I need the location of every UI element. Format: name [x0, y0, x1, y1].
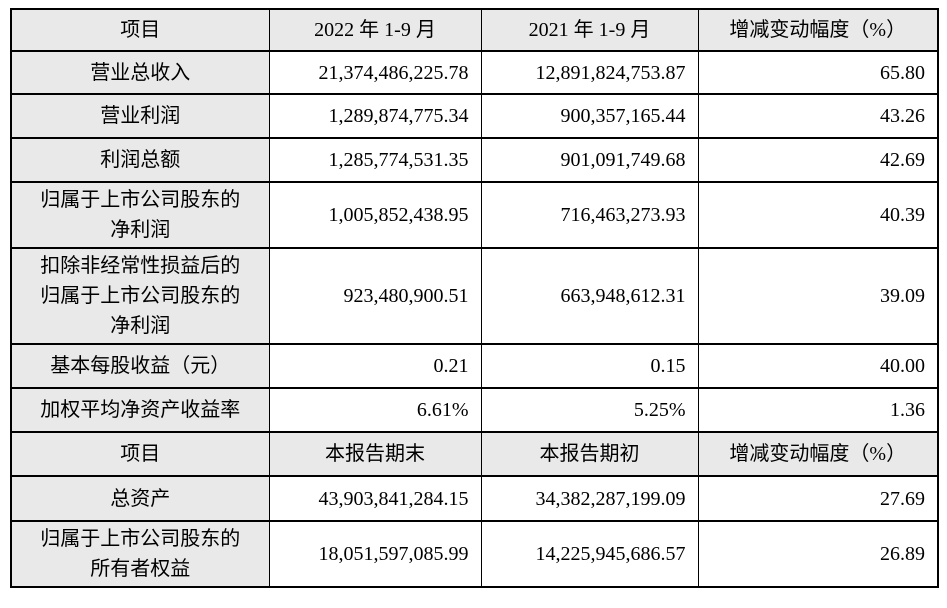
current-period-cell: 21,374,486,225.78: [268, 50, 482, 95]
row-label-cell: 归属于上市公司股东的 净利润: [10, 181, 270, 249]
current-period-cell: 43,903,841,284.15: [268, 475, 482, 522]
row-label-cell: 加权平均净资产收益率: [10, 387, 270, 433]
section1-header-row: 项目 2022 年 1-9 月 2021 年 1-9 月 增减变动幅度（%）: [10, 8, 939, 52]
table-row-net-profit-excl-nonrecurring: 扣除非经常性损益后的 归属于上市公司股东的 净利润 923,480,900.51…: [10, 247, 939, 345]
financial-summary-table: 项目 2022 年 1-9 月 2021 年 1-9 月 增减变动幅度（%） 营…: [10, 8, 939, 588]
prior-period-cell: 12,891,824,753.87: [480, 50, 699, 95]
row-label-cell: 扣除非经常性损益后的 归属于上市公司股东的 净利润: [10, 247, 270, 345]
header-period-begin: 本报告期初: [480, 431, 699, 477]
row-label-cell: 总资产: [10, 475, 270, 522]
header-prior-period: 2021 年 1-9 月: [480, 8, 699, 52]
current-period-cell: 18,051,597,085.99: [268, 520, 482, 588]
row-label-cell: 营业总收入: [10, 50, 270, 95]
current-period-cell: 1,285,774,531.35: [268, 137, 482, 183]
header-period-end: 本报告期末: [268, 431, 482, 477]
change-cell: 26.89: [697, 520, 939, 588]
current-period-cell: 1,289,874,775.34: [268, 93, 482, 139]
table-row-weighted-avg-roe: 加权平均净资产收益率 6.61% 5.25% 1.36: [10, 387, 939, 433]
table-row-basic-eps: 基本每股收益（元） 0.21 0.15 40.00: [10, 343, 939, 389]
current-period-cell: 923,480,900.51: [268, 247, 482, 345]
prior-period-cell: 716,463,273.93: [480, 181, 699, 249]
prior-period-cell: 0.15: [480, 343, 699, 389]
prior-period-cell: 900,357,165.44: [480, 93, 699, 139]
header-item-label: 项目: [10, 8, 270, 52]
change-cell: 43.26: [697, 93, 939, 139]
row-label-cell: 基本每股收益（元）: [10, 343, 270, 389]
table-row-total-profit: 利润总额 1,285,774,531.35 901,091,749.68 42.…: [10, 137, 939, 183]
table-row-net-profit-attributable: 归属于上市公司股东的 净利润 1,005,852,438.95 716,463,…: [10, 181, 939, 249]
prior-period-cell: 663,948,612.31: [480, 247, 699, 345]
prior-period-cell: 901,091,749.68: [480, 137, 699, 183]
change-cell: 40.39: [697, 181, 939, 249]
header-item-label: 项目: [10, 431, 270, 477]
prior-period-cell: 5.25%: [480, 387, 699, 433]
table-row-total-assets: 总资产 43,903,841,284.15 34,382,287,199.09 …: [10, 475, 939, 522]
table-row-total-revenue: 营业总收入 21,374,486,225.78 12,891,824,753.8…: [10, 50, 939, 95]
current-period-cell: 1,005,852,438.95: [268, 181, 482, 249]
change-cell: 65.80: [697, 50, 939, 95]
row-label-cell: 利润总额: [10, 137, 270, 183]
prior-period-cell: 14,225,945,686.57: [480, 520, 699, 588]
row-label-cell: 营业利润: [10, 93, 270, 139]
section2-header-row: 项目 本报告期末 本报告期初 增减变动幅度（%）: [10, 431, 939, 477]
header-change-percent: 增减变动幅度（%）: [697, 8, 939, 52]
current-period-cell: 6.61%: [268, 387, 482, 433]
current-period-cell: 0.21: [268, 343, 482, 389]
table-row-equity-attributable: 归属于上市公司股东的 所有者权益 18,051,597,085.99 14,22…: [10, 520, 939, 588]
header-current-period: 2022 年 1-9 月: [268, 8, 482, 52]
change-cell: 1.36: [697, 387, 939, 433]
change-cell: 39.09: [697, 247, 939, 345]
row-label-cell: 归属于上市公司股东的 所有者权益: [10, 520, 270, 588]
table-row-operating-profit: 营业利润 1,289,874,775.34 900,357,165.44 43.…: [10, 93, 939, 139]
prior-period-cell: 34,382,287,199.09: [480, 475, 699, 522]
change-cell: 42.69: [697, 137, 939, 183]
change-cell: 40.00: [697, 343, 939, 389]
header-change-percent: 增减变动幅度（%）: [697, 431, 939, 477]
change-cell: 27.69: [697, 475, 939, 522]
